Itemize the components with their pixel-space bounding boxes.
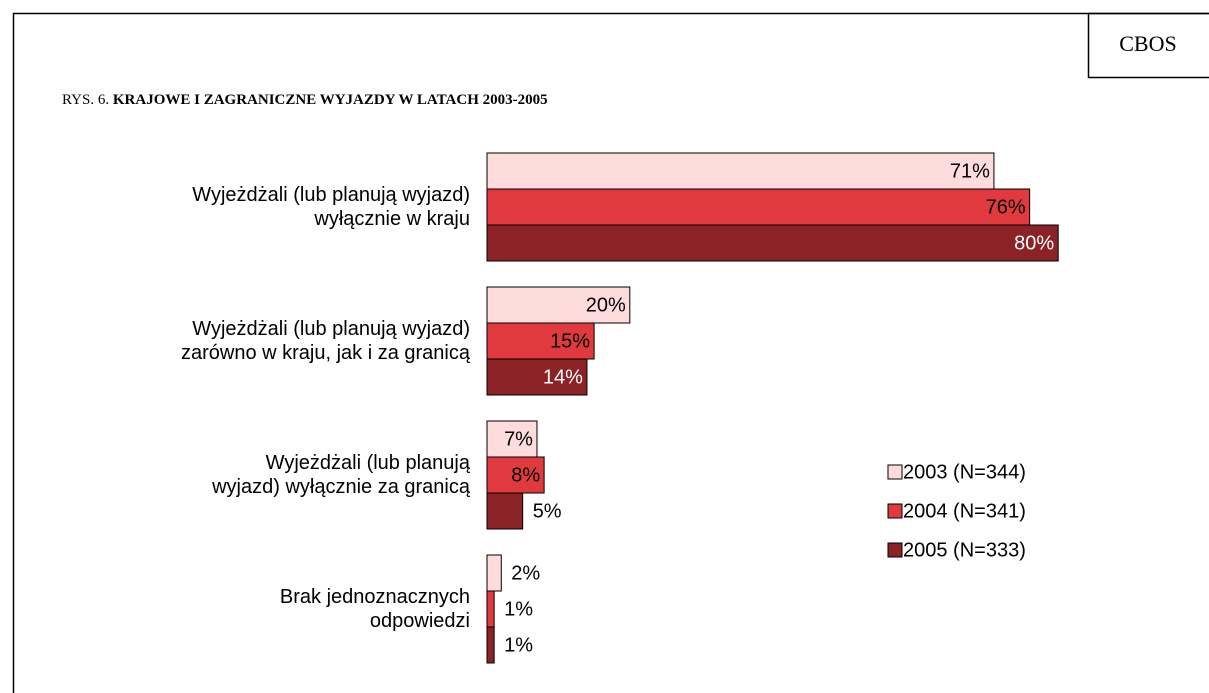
value-label: 1% <box>504 598 533 620</box>
bar <box>486 358 588 396</box>
legend-label: 2003 (N=344) <box>903 461 1026 483</box>
value-label: 15% <box>550 330 590 352</box>
badge: CBOS <box>1119 31 1176 56</box>
bar <box>486 492 524 530</box>
legend-label: 2004 (N=341) <box>903 500 1026 522</box>
bar <box>486 224 1059 262</box>
value-label: 20% <box>586 294 626 316</box>
bar <box>486 322 595 360</box>
legend-swatch <box>887 503 903 519</box>
bar <box>486 554 502 592</box>
figure-label: RYS. 6. <box>62 92 109 108</box>
value-label: 7% <box>504 428 533 450</box>
category-label: Wyjeżdżali (lub planują wyjazd) wyłączni… <box>192 184 470 230</box>
bar <box>486 188 1031 226</box>
value-label: 5% <box>533 500 562 522</box>
badge-box <box>1087 12 1209 79</box>
bar <box>486 626 495 664</box>
legend-swatch <box>887 542 903 558</box>
value-label: 8% <box>511 464 540 486</box>
bar <box>486 456 545 494</box>
value-label: 80% <box>1014 232 1054 254</box>
legend-swatch <box>887 464 903 480</box>
frame <box>12 12 1209 693</box>
bar <box>486 590 495 628</box>
category-label: Wyjeżdżali (lub planują wyjazd) zarówno … <box>180 318 470 364</box>
title: KRAJOWE I ZAGRANICZNE WYJAZDY W LATACH 2… <box>113 92 548 108</box>
category-label: Wyjeżdżali (lub planują wyjazd) wyłączni… <box>212 452 470 498</box>
value-label: 71% <box>950 160 990 182</box>
category-label: Brak jednoznacznych odpowiedzi <box>279 586 470 632</box>
value-label: 1% <box>504 634 533 656</box>
bar <box>486 152 995 190</box>
bar <box>486 420 538 458</box>
chart-title: RYS. 6. KRAJOWE I ZAGRANICZNE WYJAZDY W … <box>62 92 548 108</box>
value-label: 76% <box>986 196 1026 218</box>
value-label: 2% <box>511 562 540 584</box>
legend-label: 2005 (N=333) <box>903 539 1026 561</box>
value-label: 14% <box>543 366 583 388</box>
